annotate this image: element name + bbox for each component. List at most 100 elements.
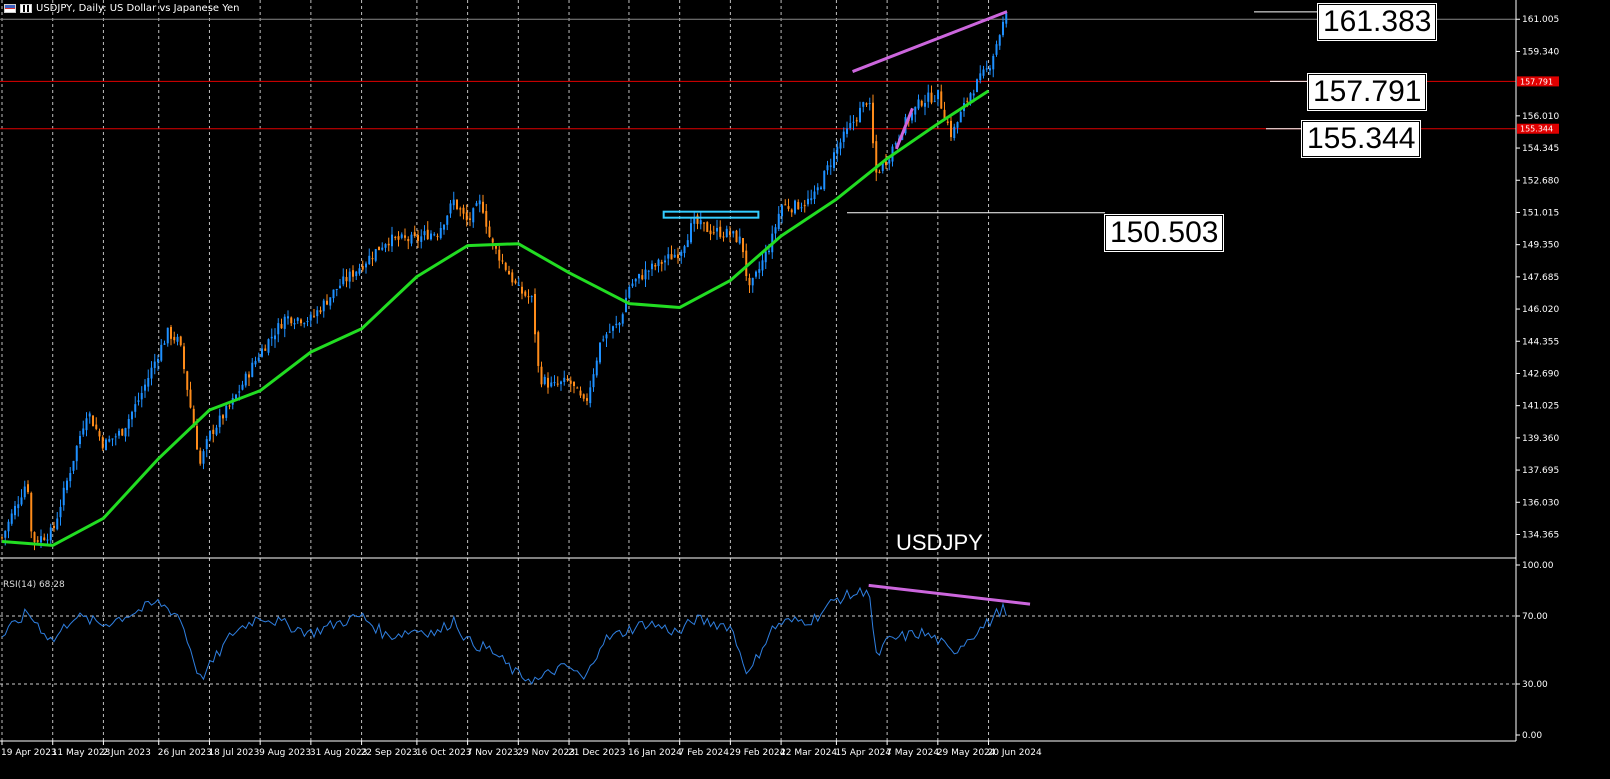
- candle-body: [534, 293, 536, 335]
- symbol-flag-icon: [4, 4, 16, 13]
- candle-body: [602, 339, 605, 341]
- candle-body: [352, 270, 354, 277]
- y-tick-label: 134.365: [1522, 530, 1559, 540]
- x-tick-label: 22 Sep 2023: [361, 748, 418, 758]
- candle-body: [222, 415, 224, 419]
- candle-body: [488, 226, 491, 237]
- candle-body: [595, 360, 598, 376]
- candle-body: [85, 418, 88, 431]
- candle-body: [673, 254, 676, 258]
- candle-body: [407, 239, 410, 242]
- candle-body: [527, 296, 530, 298]
- candle-body: [1, 537, 3, 539]
- candle-body: [995, 44, 998, 55]
- candle-body: [868, 103, 871, 105]
- callout-level-lower: 155.344: [1300, 120, 1422, 158]
- candle-body: [657, 259, 660, 267]
- candle-body: [774, 227, 777, 234]
- x-tick-label: 29 Feb 2024: [729, 748, 785, 758]
- candle-body: [443, 224, 445, 230]
- resistance-zone-box: [662, 210, 760, 219]
- y-tick-label: 159.340: [1522, 47, 1559, 57]
- candle-body: [189, 389, 192, 408]
- candle-body: [254, 360, 257, 365]
- candle-body: [706, 222, 709, 232]
- candle-body: [703, 222, 705, 224]
- candle-body: [547, 377, 549, 388]
- candle-body: [683, 246, 686, 254]
- candle-body: [374, 249, 377, 261]
- candle-body: [322, 300, 325, 312]
- candle-body: [293, 323, 296, 325]
- candle-body: [501, 260, 504, 262]
- candle-body: [712, 232, 715, 234]
- x-tick-label: 11 May 2023: [52, 748, 111, 758]
- candle-body: [131, 411, 133, 420]
- symbol-watermark: USDJPY: [896, 530, 983, 555]
- candle-body: [150, 367, 153, 379]
- candle-body: [498, 249, 501, 261]
- candle-body: [751, 277, 754, 286]
- candle-body: [134, 404, 137, 412]
- candle-body: [157, 358, 159, 363]
- candle-body: [478, 200, 481, 205]
- candle-body: [953, 126, 956, 138]
- candle-body: [972, 93, 975, 96]
- y-tick-label: 136.030: [1522, 498, 1559, 508]
- candle-body: [118, 430, 120, 436]
- candle-body: [742, 238, 744, 253]
- candle-body: [504, 262, 507, 270]
- y-tick-label: 147.685: [1522, 273, 1559, 283]
- candle-body: [755, 271, 757, 277]
- candle-body: [764, 251, 767, 263]
- candle-body: [790, 209, 793, 213]
- candle-body: [183, 346, 185, 370]
- candle-body: [521, 286, 523, 294]
- candle-body: [618, 322, 621, 326]
- candle-body: [924, 102, 926, 107]
- rsi-divergence-trendline: [868, 583, 1031, 606]
- rising-highs-trendline: [852, 10, 1008, 73]
- candle-body: [758, 269, 761, 273]
- candle-body: [641, 275, 644, 280]
- candle-body: [218, 415, 221, 428]
- x-tick-label: 31 Aug 2023: [310, 748, 368, 758]
- rsi-y-tick-label: 30.00: [1522, 680, 1548, 690]
- y-tick-label: 141.025: [1522, 402, 1559, 412]
- level-price-tag: [1517, 76, 1559, 87]
- candle-body: [573, 381, 575, 387]
- x-tick-label: 19 Apr 2023: [1, 748, 57, 758]
- candle-body: [430, 233, 432, 240]
- candle-body: [956, 122, 959, 128]
- candle-body: [287, 316, 289, 319]
- candle-body: [816, 187, 819, 191]
- candle-body: [677, 254, 679, 259]
- candle-body: [797, 202, 800, 210]
- candle-body: [670, 254, 673, 260]
- candle-body: [46, 539, 49, 541]
- candle-body: [335, 289, 338, 291]
- candle-body: [992, 55, 995, 70]
- candle-body: [582, 394, 585, 399]
- level-price-tag: [1517, 123, 1559, 134]
- candle-body: [196, 426, 198, 450]
- y-tick-label: 144.355: [1522, 337, 1559, 347]
- candle-body: [930, 92, 933, 103]
- candle-body: [456, 199, 458, 210]
- candle-body: [72, 460, 75, 471]
- candle-body: [329, 297, 332, 306]
- candle-body: [842, 131, 845, 142]
- candle-body: [264, 348, 267, 351]
- candle-body: [959, 111, 962, 123]
- candle-body: [725, 228, 728, 238]
- candle-body: [465, 212, 468, 221]
- candle-body: [387, 243, 390, 246]
- annotations: [662, 10, 1318, 219]
- candle-body: [933, 100, 936, 102]
- candle-body: [872, 102, 874, 144]
- candle-body: [33, 532, 36, 543]
- x-tick-label: 2 Jun 2023: [102, 748, 150, 758]
- candle-body: [316, 310, 319, 317]
- candle-body: [410, 234, 413, 244]
- candle-body: [79, 435, 81, 445]
